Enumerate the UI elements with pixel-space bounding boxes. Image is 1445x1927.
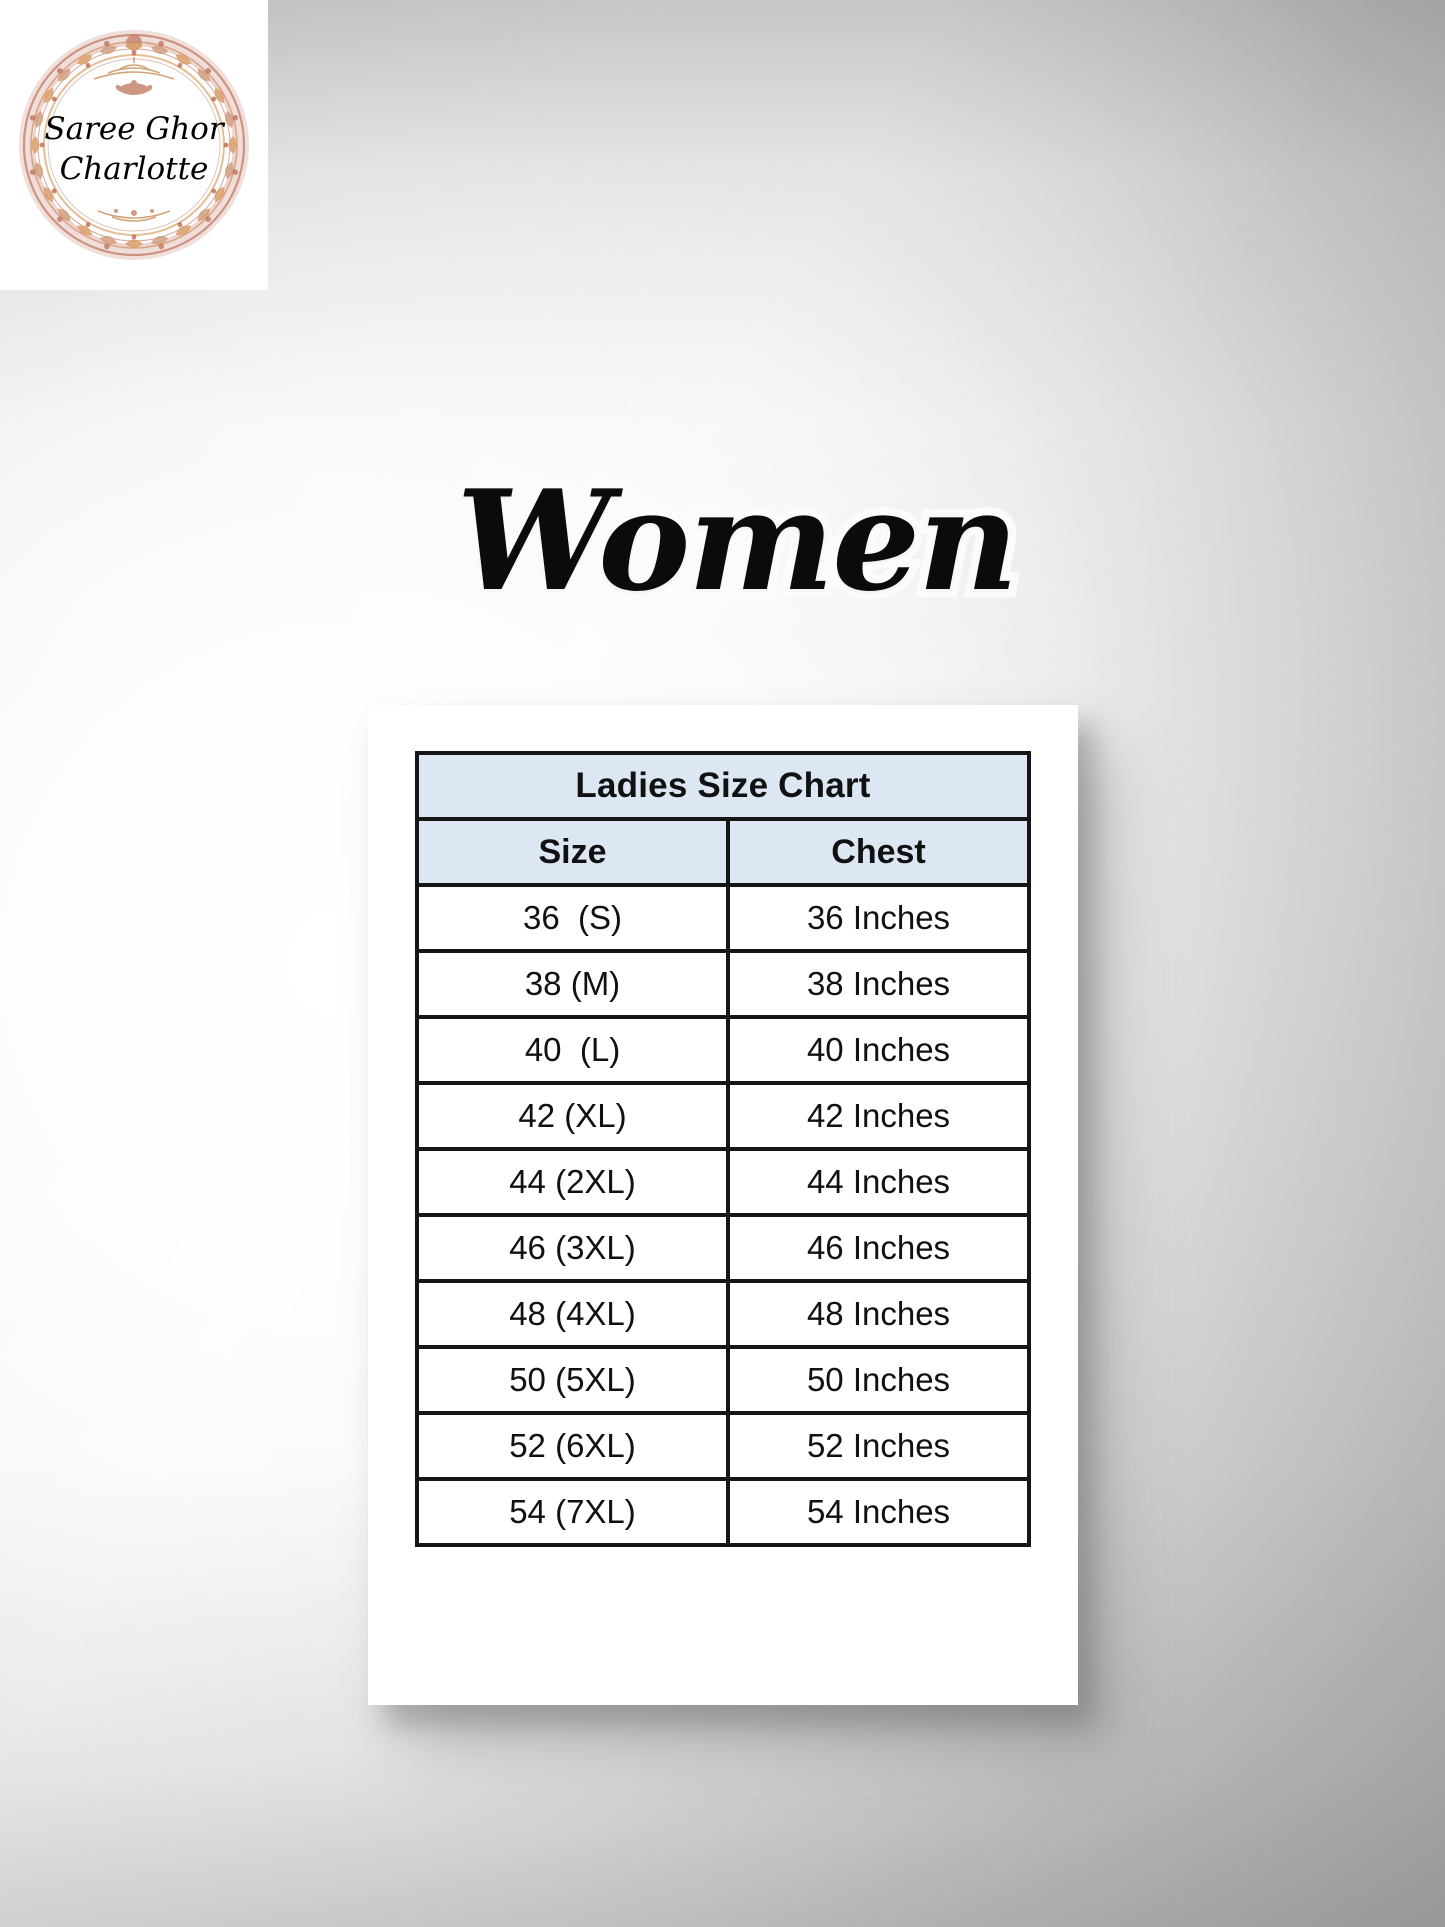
cell-size: 40 (L) (415, 1015, 730, 1085)
cell-chest: 54 Inches (725, 1477, 1032, 1547)
table-title: Ladies Size Chart (414, 751, 1032, 821)
table-row: 40 (L) 40 Inches (415, 1015, 1032, 1085)
cell-size: 38 (M) (415, 949, 730, 1019)
size-chart-card: Ladies Size Chart Size Chest 36 (S) 36 I… (368, 705, 1078, 1705)
cell-size: 44 (2XL) (415, 1147, 730, 1217)
cell-chest: 44 Inches (725, 1147, 1032, 1217)
cell-size: 42 (XL) (415, 1081, 730, 1151)
cell-size: 46 (3XL) (415, 1213, 730, 1283)
table-row: 54 (7XL) 54 Inches (415, 1477, 1032, 1547)
cell-chest: 38 Inches (725, 949, 1032, 1019)
cell-size: 54 (7XL) (415, 1477, 730, 1547)
cell-chest: 40 Inches (725, 1015, 1032, 1085)
table-row: 48 (4XL) 48 Inches (415, 1279, 1032, 1349)
column-header-chest: Chest (725, 817, 1032, 887)
brand-logo-tile: Saree Ghor Charlotte (0, 0, 268, 290)
table-row: 36 (S) 36 Inches (415, 883, 1032, 953)
table-row: 42 (XL) 42 Inches (415, 1081, 1032, 1151)
cell-chest: 48 Inches (725, 1279, 1032, 1349)
cell-size: 50 (5XL) (415, 1345, 730, 1415)
cell-chest: 50 Inches (725, 1345, 1032, 1415)
table-row: 38 (M) 38 Inches (415, 949, 1032, 1019)
logo-line-2: Charlotte (60, 151, 209, 187)
table-row: 46 (3XL) 46 Inches (415, 1213, 1032, 1283)
cell-size: 48 (4XL) (415, 1279, 730, 1349)
cell-chest: 46 Inches (725, 1213, 1032, 1283)
table-title-row: Ladies Size Chart (414, 751, 1032, 821)
cell-size: 52 (6XL) (415, 1411, 730, 1481)
cell-chest: 42 Inches (725, 1081, 1032, 1151)
table-row: 50 (5XL) 50 Inches (415, 1345, 1032, 1415)
table-row: 44 (2XL) 44 Inches (415, 1147, 1032, 1217)
column-header-size: Size (415, 817, 730, 887)
cell-chest: 52 Inches (725, 1411, 1032, 1481)
logo-line-1: Saree Ghor (44, 111, 225, 147)
ladies-size-chart-table: Ladies Size Chart Size Chest 36 (S) 36 I… (414, 751, 1032, 1547)
cell-chest: 36 Inches (725, 883, 1032, 953)
table-header-row: Size Chest (415, 817, 1032, 887)
table-row: 52 (6XL) 52 Inches (415, 1411, 1032, 1481)
saree-ghor-charlotte-logo-icon: Saree Ghor Charlotte (17, 28, 251, 262)
cell-size: 36 (S) (415, 883, 730, 953)
